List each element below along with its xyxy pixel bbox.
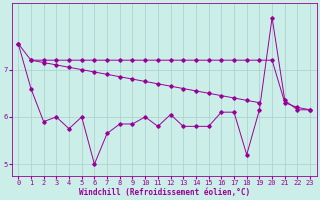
X-axis label: Windchill (Refroidissement éolien,°C): Windchill (Refroidissement éolien,°C) (79, 188, 250, 197)
